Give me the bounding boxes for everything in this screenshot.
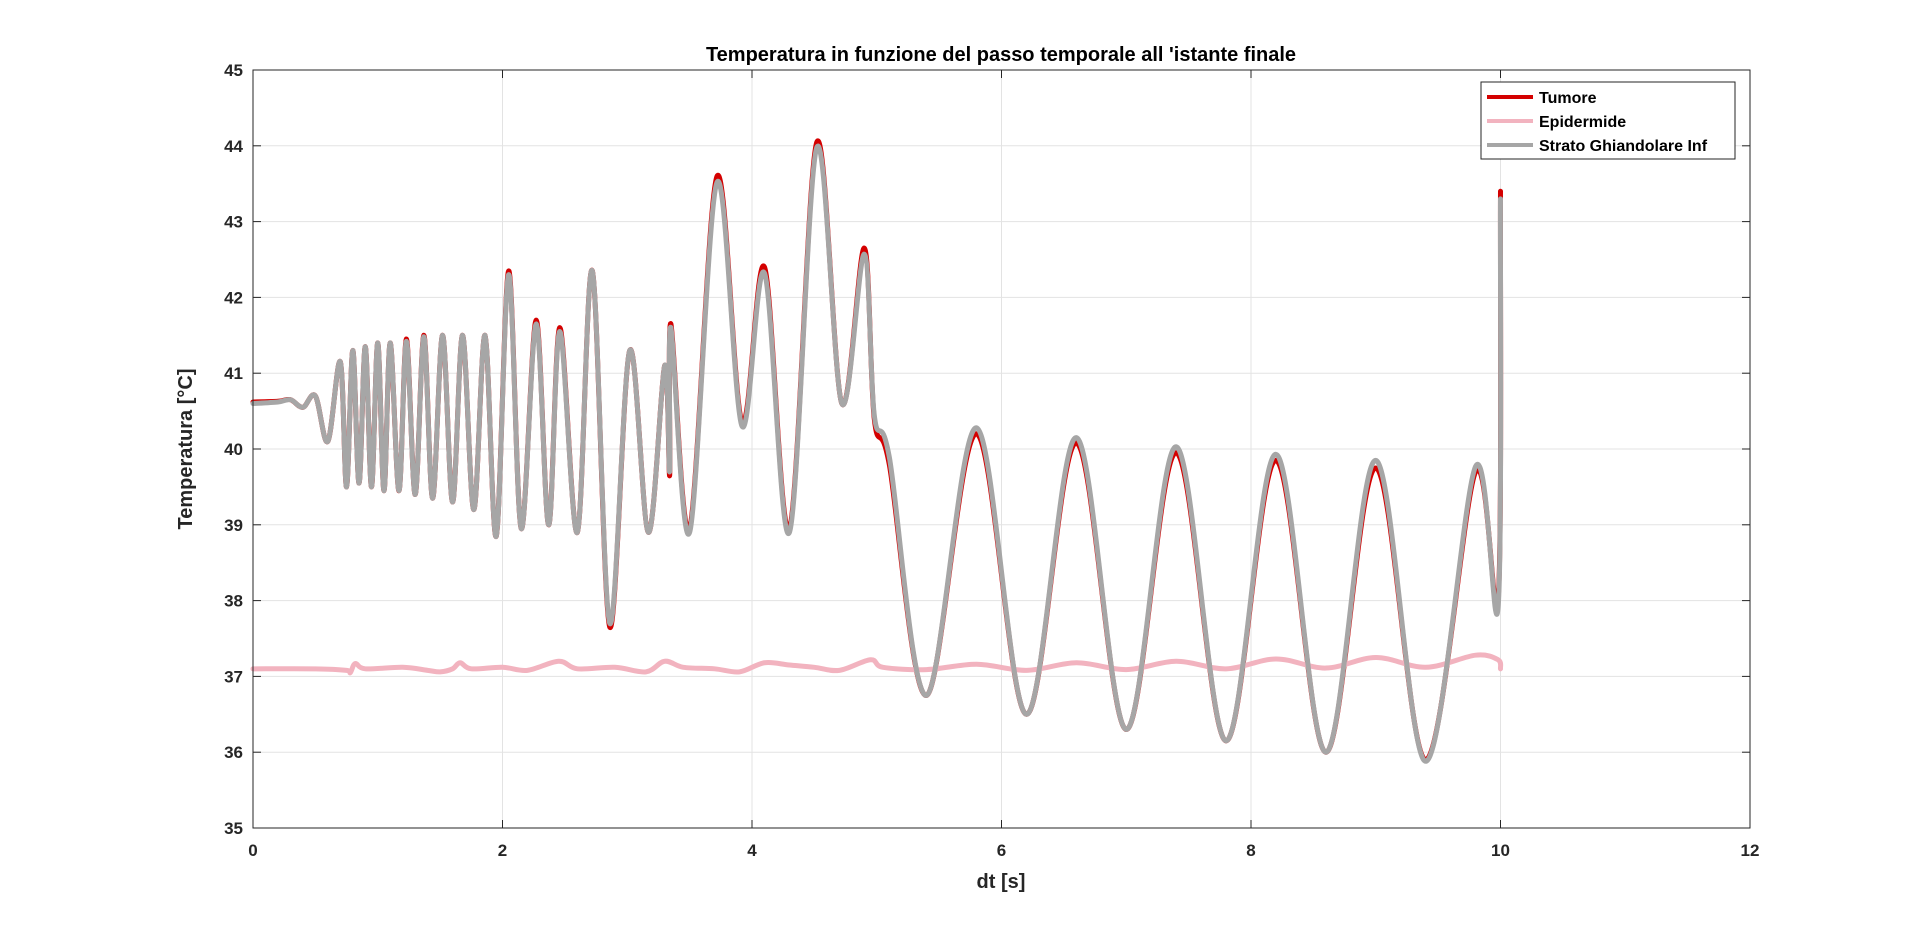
y-tick-label: 38 [224, 592, 243, 611]
x-tick-label: 6 [997, 841, 1006, 860]
y-tick-label: 39 [224, 516, 243, 535]
y-tick-label: 35 [224, 819, 243, 838]
y-tick-label: 43 [224, 213, 243, 232]
series-layer [250, 138, 1504, 764]
x-axis-label: dt [s] [977, 871, 1026, 893]
x-tick-label: 2 [498, 841, 507, 860]
y-axis-label: Temperatura [°C] [175, 369, 197, 530]
y-tick-label: 45 [224, 61, 243, 80]
legend-label-tumore: Tumore [1539, 90, 1597, 107]
legend-label-strato-ghiandolare-inf: Strato Ghiandolare Inf [1539, 138, 1708, 155]
y-tick-label: 36 [224, 743, 243, 762]
ticks [252, 69, 1751, 829]
y-tick-label: 41 [224, 364, 243, 383]
y-tick-label: 37 [224, 667, 243, 686]
series-line-strato-ghiandolare-inf [250, 143, 1504, 764]
x-tick-label: 0 [248, 841, 257, 860]
y-tick-label: 40 [224, 440, 243, 459]
x-tick-label: 8 [1246, 841, 1255, 860]
legend: Tumore Epidermide Strato Ghiandolare Inf [1480, 81, 1736, 160]
y-tick-label: 42 [224, 288, 243, 307]
legend-label-epidermide: Epidermide [1539, 114, 1626, 131]
x-tick-label: 12 [1741, 841, 1760, 860]
y-tick-label: 44 [224, 137, 243, 156]
tick-labels: 0 2 4 6 8 10 12 35 36 37 38 39 40 41 42 43 44 45 [224, 61, 1759, 860]
chart-title: Temperatura in funzione del passo tempor… [706, 44, 1296, 66]
x-tick-label: 4 [747, 841, 757, 860]
series-line-epidermide [250, 652, 1504, 676]
x-tick-label: 10 [1491, 841, 1510, 860]
